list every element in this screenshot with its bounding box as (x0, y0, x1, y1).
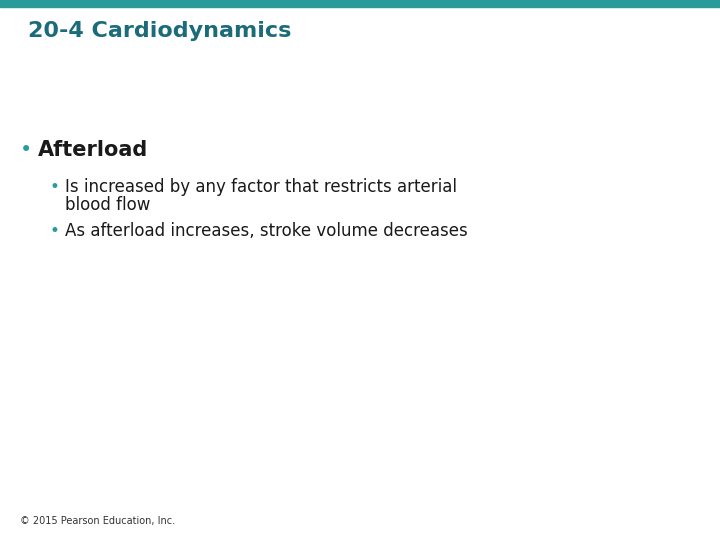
Text: Is increased by any factor that restricts arterial: Is increased by any factor that restrict… (65, 178, 457, 196)
Text: blood flow: blood flow (65, 196, 150, 214)
Text: •: • (50, 178, 60, 196)
Text: As afterload increases, stroke volume decreases: As afterload increases, stroke volume de… (65, 222, 468, 240)
Text: © 2015 Pearson Education, Inc.: © 2015 Pearson Education, Inc. (20, 516, 175, 526)
Text: Afterload: Afterload (38, 140, 148, 160)
Text: •: • (20, 140, 32, 160)
Text: •: • (50, 222, 60, 240)
Text: 20-4 Cardiodynamics: 20-4 Cardiodynamics (28, 21, 292, 41)
Bar (0, 0, 720, 7)
